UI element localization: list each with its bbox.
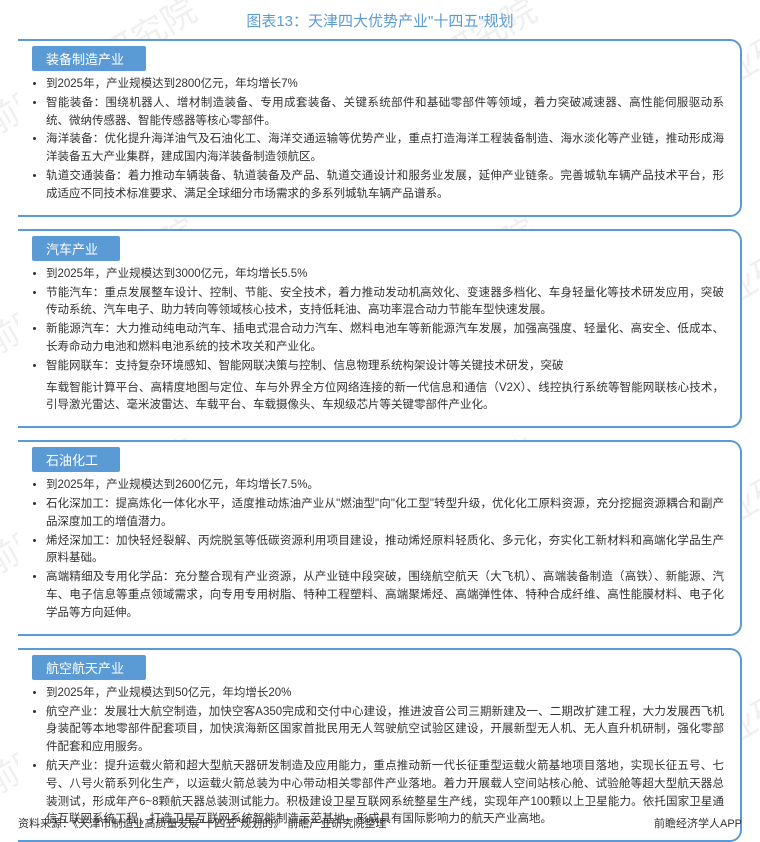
list-item: 智能网联车：支持复杂环境感知、智能网联决策与控制、信息物理系统构架设计等关键技术… [46,358,724,376]
list-item: 新能源汽车：大力推动纯电动汽车、插电式混合动力汽车、燃料电池车等新能源汽车发展，… [46,321,724,357]
plan-section: 石油化工到2025年，产业规模达到2600亿元，年均增长7.5%。石化深加工：提… [18,440,742,636]
page-title: 图表13：天津四大优势产业"十四五"规划 [0,0,760,39]
section-header: 石油化工 [32,447,120,472]
list-item: 到2025年，产业规模达到50亿元，年均增长20% [46,685,724,703]
bullet-list: 到2025年，产业规模达到2600亿元，年均增长7.5%。石化深加工：提高炼化一… [46,477,724,623]
plan-section: 航空航天产业到2025年，产业规模达到50亿元，年均增长20%航空产业：发展壮大… [18,648,742,842]
bullet-list: 到2025年，产业规模达到3000亿元，年均增长5.5%节能汽车：重点发展整车设… [46,266,724,416]
section-header: 汽车产业 [32,236,120,261]
plan-section: 装备制造产业到2025年，产业规模达到2800亿元，年均增长7%智能装备：围绕机… [18,39,742,217]
source-footer: 资料来源：《天津市制造业高质量发展"十四五"规划的》 前瞻产业研究院整理 前瞻经… [18,815,742,831]
list-item: 石化深加工：提高炼化一体化水平，适度推动炼油产业从"燃油型"向"化工型"转型升级… [46,496,724,532]
list-item: 轨道交通装备：着力推动车辆装备、轨道装备及产品、轨道交通设计和服务业发展，延伸产… [46,168,724,204]
section-header: 航空航天产业 [32,655,146,680]
source-right: 前瞻经济学人APP [654,815,742,831]
title-prefix: 图表13： [246,13,308,30]
list-item: 到2025年，产业规模达到3000亿元，年均增长5.5% [46,266,724,284]
list-item: 车载智能计算平台、高精度地图与定位、车与外界全方位网络连接的新一代信息和通信（V… [32,380,724,416]
source-left: 资料来源：《天津市制造业高质量发展"十四五"规划的》 前瞻产业研究院整理 [18,815,386,831]
bullet-list: 到2025年，产业规模达到50亿元，年均增长20%航空产业：发展壮大航空制造，加… [46,685,724,830]
section-header: 装备制造产业 [32,46,146,71]
section-body: 到2025年，产业规模达到3000亿元，年均增长5.5%节能汽车：重点发展整车设… [18,262,740,427]
list-item: 智能装备：围绕机器人、增材制造装备、专用成套装备、关键系统部件和基础零部件等领域… [46,95,724,131]
list-item: 高端精细及专用化学品：充分整合现有产业资源，从产业链中段突破，围绕航空航天（大飞… [46,569,724,622]
list-item: 烯烃深加工：加快轻烃裂解、丙烷脱氢等低碳资源利用项目建设，推动烯烃原料轻质化、多… [46,533,724,569]
section-body: 到2025年，产业规模达到2800亿元，年均增长7%智能装备：围绕机器人、增材制… [18,72,740,215]
list-item: 到2025年，产业规模达到2600亿元，年均增长7.5%。 [46,477,724,495]
plan-section: 汽车产业到2025年，产业规模达到3000亿元，年均增长5.5%节能汽车：重点发… [18,229,742,429]
bullet-list: 到2025年，产业规模达到2800亿元，年均增长7%智能装备：围绕机器人、增材制… [46,76,724,204]
section-body: 到2025年，产业规模达到2600亿元，年均增长7.5%。石化深加工：提高炼化一… [18,473,740,634]
title-text: 天津四大优势产业"十四五"规划 [308,13,514,30]
list-item: 海洋装备：优化提升海洋油气及石油化工、海洋交通运输等优势产业，重点打造海洋工程装… [46,131,724,167]
list-item: 节能汽车：重点发展整车设计、控制、节能、安全技术，着力推动发动机高效化、变速器多… [46,285,724,321]
list-item: 航空产业：发展壮大航空制造，加快空客A350完成和交付中心建设，推进波音公司三期… [46,704,724,757]
list-item: 到2025年，产业规模达到2800亿元，年均增长7% [46,76,724,94]
